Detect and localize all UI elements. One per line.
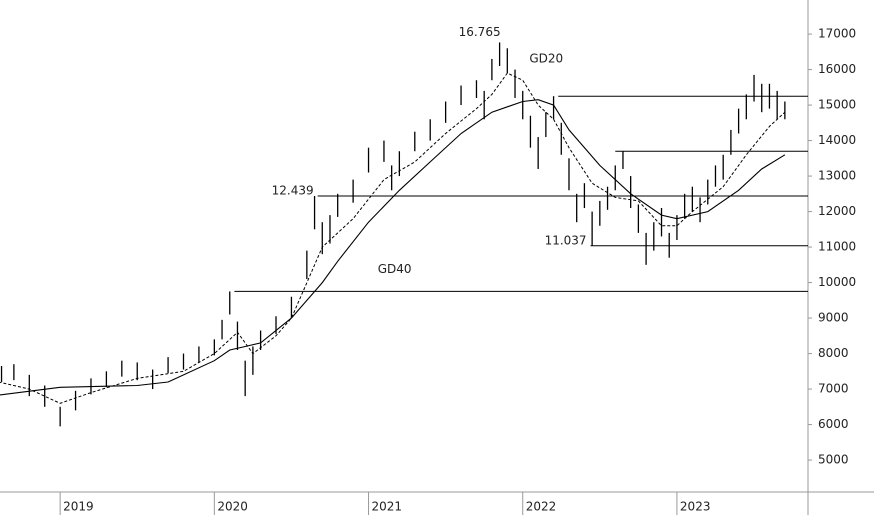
x-tick-label: 2023 [680, 500, 711, 514]
y-tick-label: 6000 [818, 417, 849, 431]
y-tick-label: 12000 [818, 204, 856, 218]
line-label: GD20 [529, 52, 563, 66]
y-tick-label: 10000 [818, 275, 856, 289]
y-tick-label: 11000 [818, 240, 856, 254]
y-tick-label: 8000 [818, 346, 849, 360]
x-tick-label: 2020 [217, 500, 248, 514]
y-tick-label: 5000 [818, 453, 849, 467]
y-tick-label: 14000 [818, 133, 856, 147]
x-tick-label: 2021 [372, 500, 403, 514]
y-tick-label: 16000 [818, 62, 856, 76]
moving-average [0, 99, 786, 396]
level-label: 11.037 [545, 233, 587, 247]
line-label: GD40 [378, 262, 412, 276]
y-tick-label: 9000 [818, 311, 849, 325]
y-tick-label: 15000 [818, 98, 856, 112]
level-label: 12.439 [272, 183, 314, 197]
x-tick-label: 2022 [526, 500, 557, 514]
y-tick-label: 17000 [818, 27, 856, 41]
y-tick-label: 13000 [818, 169, 856, 183]
x-tick-label: 2019 [63, 500, 94, 514]
y-tick-label: 7000 [818, 382, 849, 396]
moving-average [0, 72, 786, 404]
peak-label: 16.765 [459, 25, 501, 39]
